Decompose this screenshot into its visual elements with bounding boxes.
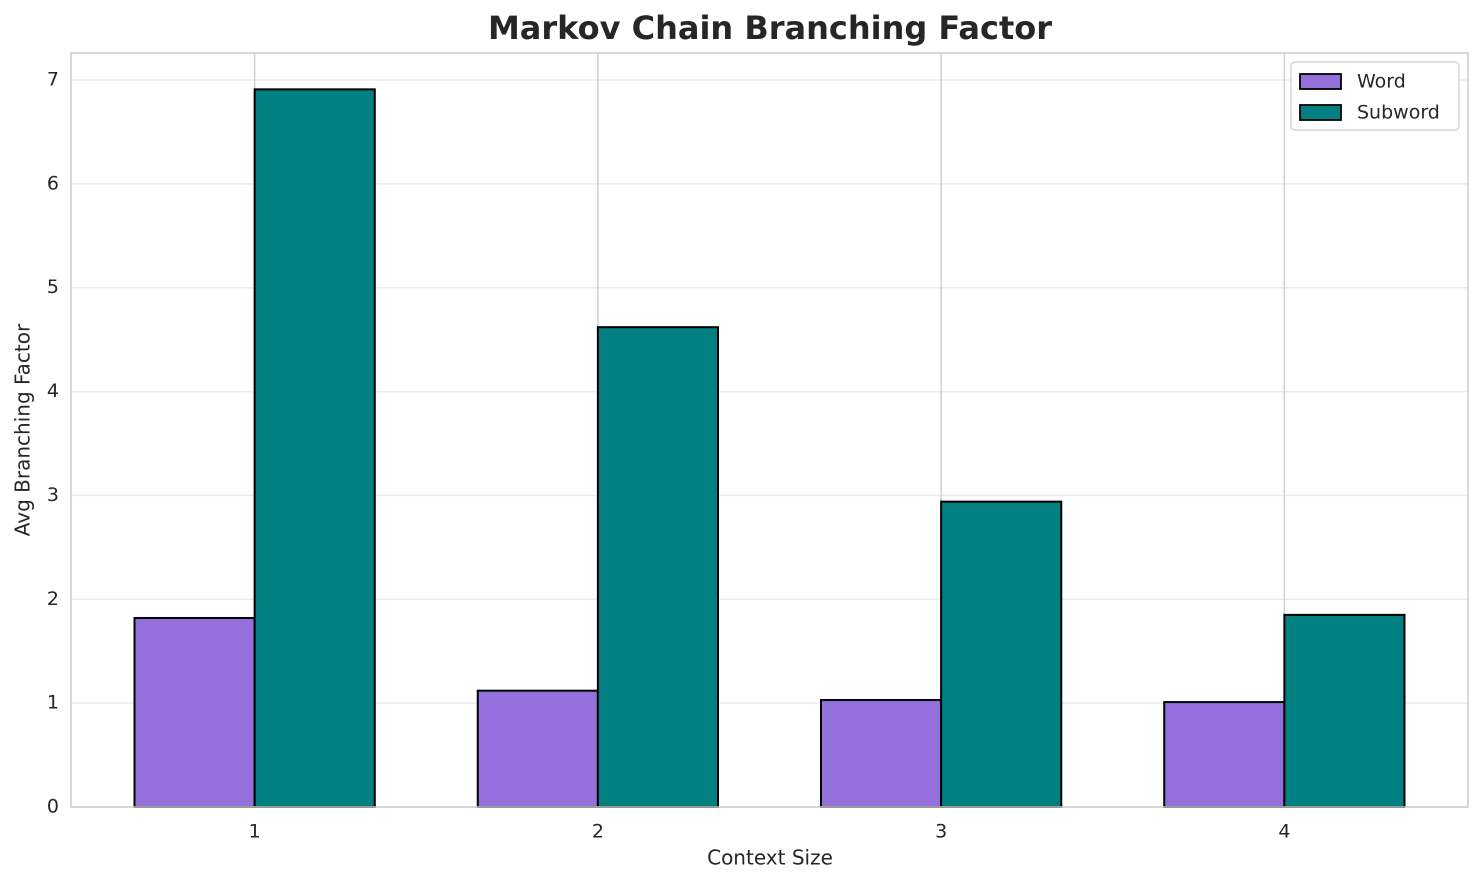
legend-label: Word bbox=[1357, 71, 1406, 93]
bar bbox=[133, 616, 256, 808]
plot-frame bbox=[70, 52, 1469, 808]
bar bbox=[476, 689, 599, 808]
y-tick-label: 4 bbox=[47, 380, 59, 402]
y-tick-label: 7 bbox=[47, 69, 59, 91]
legend-swatch bbox=[1299, 73, 1342, 90]
bar bbox=[819, 699, 943, 808]
x-axis-label: Context Size bbox=[707, 846, 833, 870]
y-tick-label: 1 bbox=[47, 692, 59, 714]
y-tick-label: 6 bbox=[47, 172, 59, 194]
x-tick-label: 4 bbox=[1278, 821, 1290, 843]
y-tick-label: 5 bbox=[47, 276, 59, 298]
bar bbox=[1283, 613, 1406, 808]
x-tick-label: 3 bbox=[935, 821, 947, 843]
x-tick-label: 1 bbox=[249, 821, 261, 843]
chart-title: Markov Chain Branching Factor bbox=[488, 9, 1052, 47]
y-tick-label: 0 bbox=[47, 796, 59, 818]
bar bbox=[596, 326, 720, 808]
bar bbox=[253, 88, 376, 809]
bar bbox=[940, 500, 1063, 808]
legend-swatch bbox=[1299, 104, 1342, 121]
y-axis-label: Avg Branching Factor bbox=[11, 323, 35, 536]
bar bbox=[1163, 701, 1286, 808]
x-tick-label: 2 bbox=[592, 821, 604, 843]
legend-label: Subword bbox=[1357, 102, 1440, 124]
y-tick-label: 3 bbox=[47, 484, 59, 506]
y-tick-label: 2 bbox=[47, 588, 59, 610]
